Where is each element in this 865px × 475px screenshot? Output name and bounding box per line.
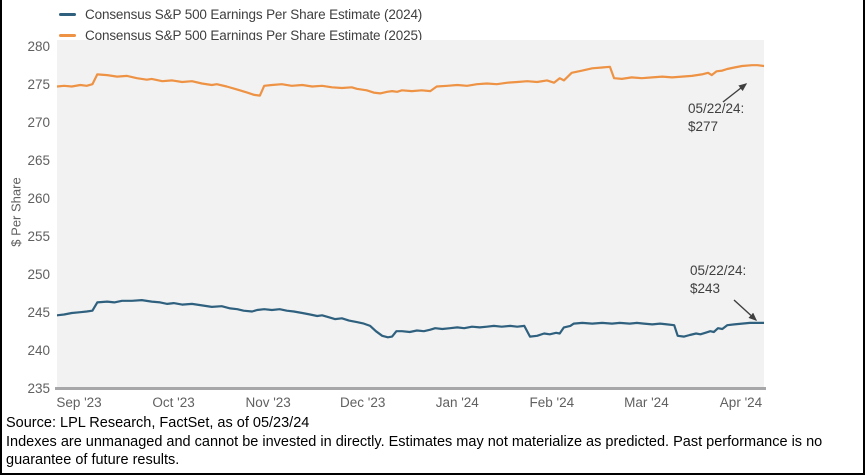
x-tick-label: Mar '24	[624, 395, 669, 410]
y-tick-label: 235	[27, 381, 50, 396]
x-tick-label: Dec '23	[340, 395, 386, 410]
series-line-2025	[57, 64, 764, 97]
legend: Consensus S&P 500 Earnings Per Share Est…	[59, 4, 422, 46]
x-tick-label: Feb '24	[529, 395, 575, 410]
annotation-2025-value: $277	[688, 119, 719, 134]
plot-svg	[57, 64, 764, 339]
y-tick-label: 240	[27, 343, 50, 358]
legend-label-2025: Consensus S&P 500 Earnings Per Share Est…	[85, 28, 423, 43]
legend-line-swatch-2024	[59, 13, 76, 16]
annotation-arrow-2024-icon	[733, 299, 758, 321]
source-text: Source: LPL Research, FactSet, as of 05/…	[6, 415, 310, 431]
y-tick-label: 255	[27, 229, 50, 244]
x-tick-label: Oct '23	[152, 395, 195, 410]
y-tick-label: 260	[27, 191, 50, 206]
legend-label-2024: Consensus S&P 500 Earnings Per Share Est…	[85, 7, 423, 22]
annotation-2025-date: 05/22/24:	[688, 101, 745, 116]
annotation-2025: 05/22/24: $277	[688, 100, 744, 136]
y-tick-label: 250	[27, 267, 50, 282]
annotation-2024: 05/22/24: $243	[690, 262, 746, 298]
x-tick-label: Jan '24	[435, 395, 479, 410]
x-axis-line	[55, 387, 766, 390]
x-tick-label: Apr '24	[719, 395, 763, 410]
annotation-2024-date: 05/22/24:	[690, 263, 747, 278]
legend-item-2025: Consensus S&P 500 Earnings Per Share Est…	[59, 25, 422, 46]
legend-item-2024: Consensus S&P 500 Earnings Per Share Est…	[59, 4, 422, 25]
y-tick-label: 270	[27, 115, 50, 130]
legend-line-swatch-2025	[59, 34, 76, 37]
y-tick-label: 245	[27, 305, 50, 320]
disclaimer-text: Indexes are unmanaged and cannot be inve…	[6, 434, 823, 468]
x-tick-label: Nov '23	[245, 395, 291, 410]
footer: Source: LPL Research, FactSet, as of 05/…	[2, 413, 863, 469]
y-tick-label: 280	[27, 39, 50, 54]
x-tick-label: Sep '23	[56, 395, 102, 410]
annotation-arrow-2025-icon	[722, 83, 748, 103]
y-tick-label: 265	[27, 153, 50, 168]
y-tick-label: 275	[27, 77, 50, 92]
series-line-2024	[57, 299, 764, 339]
annotation-2024-value: $243	[690, 281, 721, 296]
